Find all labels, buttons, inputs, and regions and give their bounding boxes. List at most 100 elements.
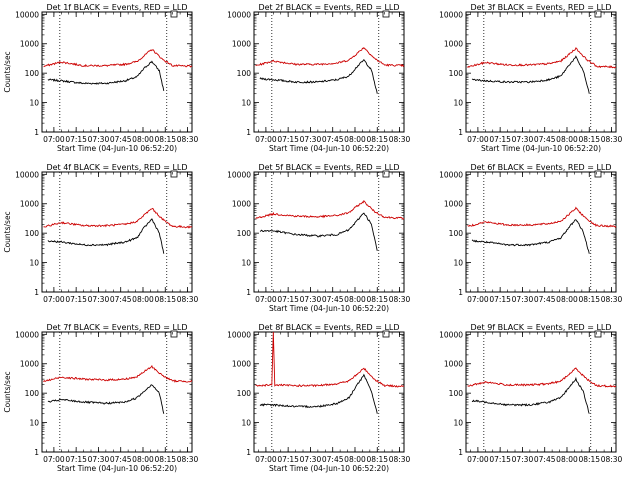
y-tick-label: 10 bbox=[241, 419, 251, 428]
series-events bbox=[259, 373, 378, 414]
series-lld bbox=[255, 200, 405, 220]
x-tick-label: 08:15 bbox=[578, 295, 600, 304]
y-tick-label: 100 bbox=[25, 229, 40, 238]
y-tick-label: 1000 bbox=[20, 200, 39, 209]
corner-marker bbox=[170, 330, 178, 338]
plot-frame bbox=[465, 171, 617, 293]
corner-marker bbox=[170, 170, 178, 178]
panel-title: Det 4f BLACK = Events, RED = LLD bbox=[46, 163, 187, 172]
series-events bbox=[47, 218, 165, 254]
x-tick-label: 07:30 bbox=[88, 455, 110, 464]
y-tick-label: 100 bbox=[237, 69, 252, 78]
corner-marker bbox=[594, 170, 602, 178]
y-tick-label: 100 bbox=[25, 69, 40, 78]
x-tick-label: 07:15 bbox=[65, 295, 87, 304]
y-tick-label: 1 bbox=[34, 128, 39, 137]
y-tick-label: 1 bbox=[34, 448, 39, 457]
x-tick-label: 08:15 bbox=[578, 455, 600, 464]
y-tick-label: 10000 bbox=[439, 170, 463, 179]
series-events bbox=[471, 219, 590, 254]
panel-title: Det 3f BLACK = Events, RED = LLD bbox=[470, 3, 611, 12]
series-lld bbox=[43, 364, 193, 383]
y-tick-label: 1000 bbox=[444, 360, 463, 369]
x-tick-label: 08:00 bbox=[344, 295, 366, 304]
y-tick-label: 100 bbox=[449, 229, 464, 238]
plot-frame bbox=[253, 171, 405, 293]
y-tick-label: 1 bbox=[458, 128, 463, 137]
y-tick-label: 1 bbox=[246, 288, 251, 297]
corner-marker bbox=[170, 10, 178, 18]
x-tick-label: 08:30 bbox=[177, 295, 199, 304]
y-axis-title: Counts/sec bbox=[3, 51, 12, 92]
x-tick-label: 07:45 bbox=[322, 295, 344, 304]
x-axis-title: Start Time (04-Jun-10 06:52:20) bbox=[269, 304, 389, 313]
x-tick-label: 07:45 bbox=[534, 455, 556, 464]
panel-title: Det 7f BLACK = Events, RED = LLD bbox=[46, 323, 187, 332]
x-tick-label: 07:00 bbox=[467, 135, 489, 144]
y-tick-label: 10000 bbox=[439, 10, 463, 19]
x-axis-title: Start Time (04-Jun-10 06:52:20) bbox=[481, 144, 601, 153]
series-lld bbox=[255, 331, 405, 388]
y-tick-label: 1 bbox=[458, 288, 463, 297]
y-tick-label: 10000 bbox=[227, 330, 251, 339]
y-tick-label: 10 bbox=[453, 419, 463, 428]
y-tick-label: 100 bbox=[237, 229, 252, 238]
x-tick-label: 07:15 bbox=[65, 455, 87, 464]
x-tick-label: 07:15 bbox=[277, 135, 299, 144]
x-tick-label: 08:15 bbox=[578, 135, 600, 144]
x-tick-label: 08:30 bbox=[177, 135, 199, 144]
panel-title: Det 2f BLACK = Events, RED = LLD bbox=[258, 3, 399, 12]
x-tick-label: 08:30 bbox=[389, 455, 411, 464]
y-tick-label: 10 bbox=[241, 259, 251, 268]
x-tick-label: 08:00 bbox=[132, 455, 154, 464]
plot-frame bbox=[41, 331, 193, 453]
y-axis-title: Counts/sec bbox=[3, 371, 12, 412]
series-events bbox=[471, 55, 590, 94]
x-tick-label: 07:30 bbox=[300, 455, 322, 464]
panel-3: Det 3f BLACK = Events, RED = LLD 1 10 100 10… bbox=[439, 3, 622, 153]
x-tick-label: 07:30 bbox=[300, 295, 322, 304]
x-tick-label: 08:30 bbox=[601, 135, 623, 144]
x-tick-label: 07:45 bbox=[110, 295, 132, 304]
x-tick-label: 07:00 bbox=[43, 135, 65, 144]
y-tick-label: 10000 bbox=[15, 10, 39, 19]
x-tick-label: 08:30 bbox=[389, 295, 411, 304]
x-tick-label: 07:00 bbox=[467, 295, 489, 304]
x-tick-label: 07:00 bbox=[255, 455, 277, 464]
x-tick-label: 08:00 bbox=[556, 295, 578, 304]
corner-marker bbox=[382, 10, 390, 18]
panel-8: Det 8f BLACK = Events, RED = LLD 1 10 100 10… bbox=[227, 323, 410, 473]
x-tick-label: 07:45 bbox=[110, 135, 132, 144]
panel-5: Det 5f BLACK = Events, RED = LLD 1 10 100 10… bbox=[227, 163, 410, 313]
x-tick-label: 07:30 bbox=[512, 295, 534, 304]
series-lld bbox=[43, 49, 193, 68]
x-tick-label: 08:30 bbox=[177, 455, 199, 464]
x-tick-label: 07:45 bbox=[534, 135, 556, 144]
x-tick-label: 08:30 bbox=[389, 135, 411, 144]
panel-4: Det 4f BLACK = Events, RED = LLD 1 10 100 10… bbox=[3, 163, 199, 304]
series-events bbox=[259, 58, 378, 94]
plot-frame bbox=[465, 331, 617, 453]
x-tick-label: 07:15 bbox=[65, 135, 87, 144]
x-tick-label: 07:15 bbox=[489, 135, 511, 144]
x-tick-label: 08:15 bbox=[154, 295, 176, 304]
x-tick-label: 08:15 bbox=[154, 455, 176, 464]
x-axis-title: Start Time (04-Jun-10 06:52:20) bbox=[269, 464, 389, 473]
y-tick-label: 1000 bbox=[20, 360, 39, 369]
panel-7: Det 7f BLACK = Events, RED = LLD 1 10 100 10… bbox=[3, 323, 199, 473]
x-axis-title: Start Time (04-Jun-10 06:52:20) bbox=[57, 464, 177, 473]
x-tick-label: 07:00 bbox=[467, 455, 489, 464]
x-tick-label: 08:30 bbox=[601, 295, 623, 304]
panel-6: Det 6f BLACK = Events, RED = LLD 1 10 100 10… bbox=[439, 163, 622, 304]
panel-1: Det 1f BLACK = Events, RED = LLD 1 10 100 10… bbox=[3, 3, 199, 153]
x-tick-label: 07:00 bbox=[43, 295, 65, 304]
x-tick-label: 07:30 bbox=[88, 295, 110, 304]
plot-frame bbox=[253, 11, 405, 133]
x-tick-label: 07:30 bbox=[300, 135, 322, 144]
corner-marker bbox=[594, 10, 602, 18]
y-tick-label: 1 bbox=[34, 288, 39, 297]
x-tick-label: 08:15 bbox=[366, 455, 388, 464]
y-tick-label: 10000 bbox=[227, 10, 251, 19]
y-tick-label: 1 bbox=[246, 448, 251, 457]
